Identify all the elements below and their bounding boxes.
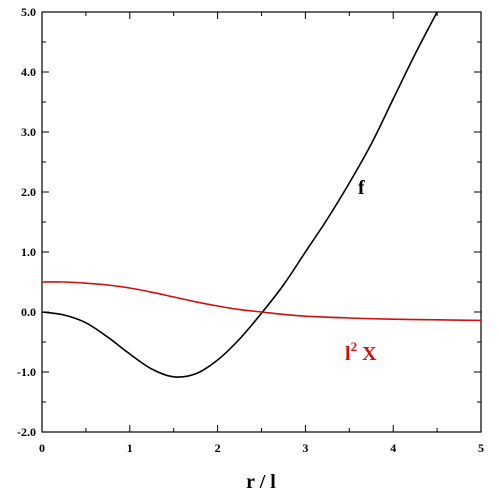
series-line-0 (41, 11, 438, 378)
x-axis-title: r / l (246, 471, 276, 493)
series-label-f: f (358, 177, 365, 199)
y-tick-label-4: 2.0 (21, 185, 36, 199)
curves (41, 11, 482, 378)
series-line-1 (41, 281, 482, 322)
x-tick-label-4: 4 (390, 441, 396, 455)
series-label-l2x: l2 X (345, 339, 377, 365)
x-tick-label-0: 0 (39, 441, 45, 455)
y-tick-label-6: 4.0 (21, 65, 36, 79)
series-label-l2x-tail: X (357, 343, 377, 365)
x-tick-label-3: 3 (302, 441, 308, 455)
y-tick-label-3: 1.0 (21, 245, 36, 259)
x-tick-label-2: 2 (215, 441, 221, 455)
y-tick-label-7: 5.0 (21, 5, 36, 19)
series-label-l2x-main: l (345, 343, 351, 365)
y-tick-label-5: 3.0 (21, 125, 36, 139)
series-label-l2x-sup: 2 (351, 339, 358, 354)
x-tick-label-1: 1 (127, 441, 133, 455)
y-tick-label-2: 0.0 (21, 305, 36, 319)
plot-frame (41, 11, 482, 433)
tick-labels: 0 1 2 3 4 5 -2.0 -1.0 0.0 1.0 2.0 3.0 4.0 5.0 (17, 5, 484, 455)
y-tick-label-0: -2.0 (17, 425, 36, 439)
ticks (41, 11, 482, 433)
x-tick-label-5: 5 (478, 441, 484, 455)
y-tick-label-1: -1.0 (17, 365, 36, 379)
